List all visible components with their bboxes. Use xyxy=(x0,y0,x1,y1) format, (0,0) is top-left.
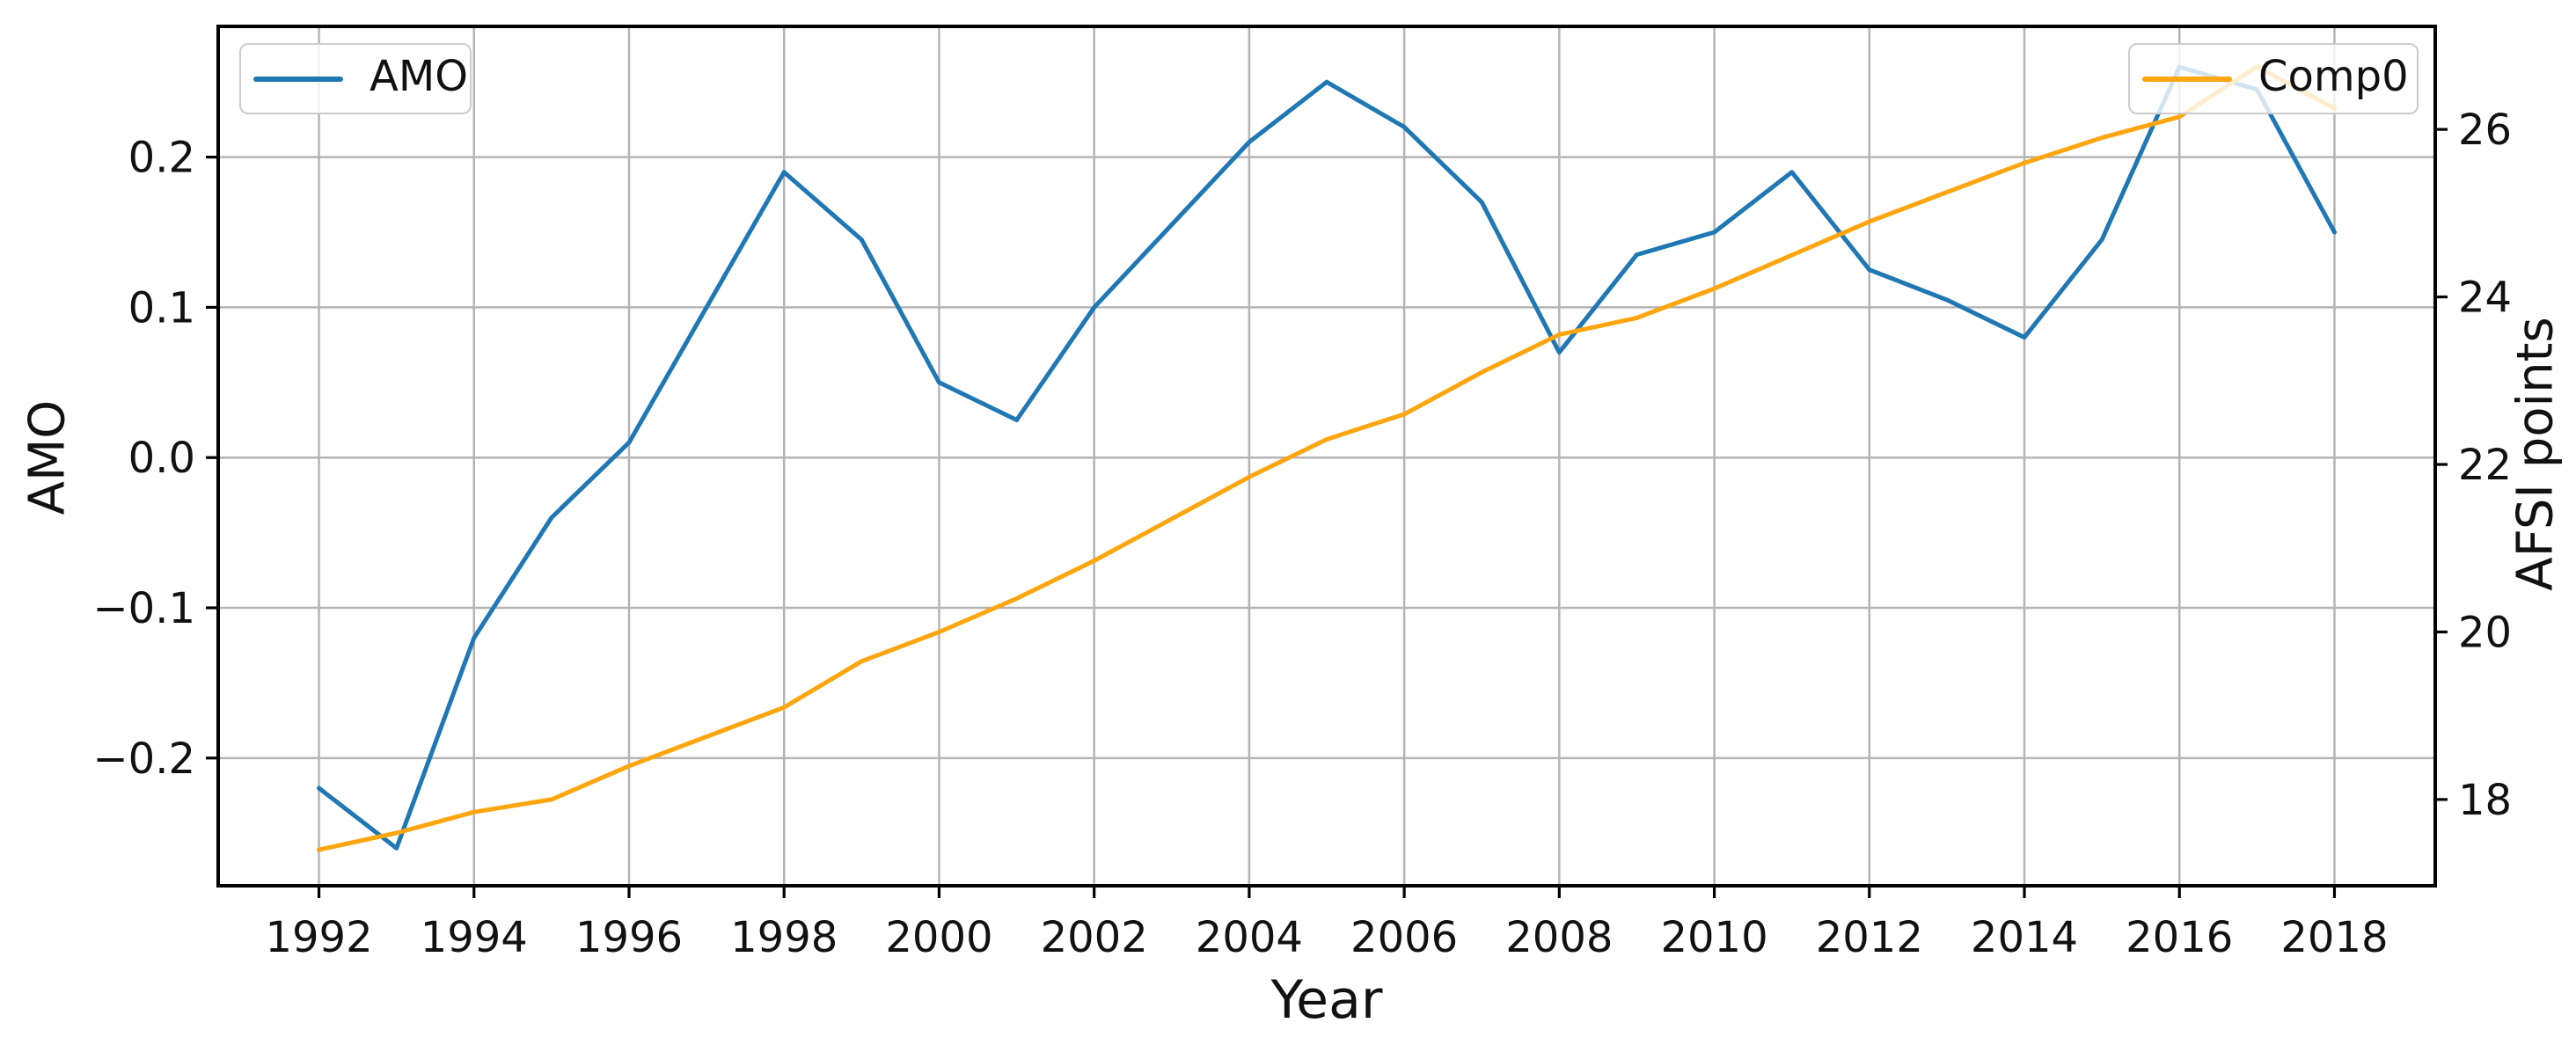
y-tick-label-left: 0.0 xyxy=(128,434,195,483)
y-axis-label-left: AMO xyxy=(18,399,77,515)
x-tick-label: 2010 xyxy=(1660,913,1767,962)
y-tick-label-right: 22 xyxy=(2458,441,2512,490)
legend-comp0-line-sample xyxy=(2142,76,2232,82)
y-tick-label-right: 24 xyxy=(2458,274,2512,323)
legend-comp0-label: Comp0 xyxy=(2258,51,2409,101)
y-tick-label-left: 0.1 xyxy=(128,283,195,332)
x-tick-label: 1998 xyxy=(730,913,838,962)
y-tick-label-left: −0.2 xyxy=(92,734,195,784)
legend-amo: AMO xyxy=(239,43,472,114)
data-series xyxy=(317,64,2337,852)
series-line-amo xyxy=(317,64,2337,851)
x-tick-label: 2012 xyxy=(1816,913,1923,962)
x-tick-label: 2004 xyxy=(1196,913,1303,962)
axis-ticks: 1992 1994 1996 1998 2000 2002 2004 2006 2008 2010… xyxy=(92,106,2512,962)
x-tick-label: 2018 xyxy=(2280,913,2388,962)
x-tick-label: 1994 xyxy=(421,913,528,962)
x-tick-label: 2016 xyxy=(2126,913,2233,962)
x-tick-label: 2008 xyxy=(1505,913,1613,962)
y-tick-label-left: 0.2 xyxy=(128,134,195,183)
series-line-comp0 xyxy=(317,64,2337,852)
legend-amo-label: AMO xyxy=(370,51,469,101)
legend-comp0: Comp0 xyxy=(2128,43,2419,114)
legend-amo-line-sample xyxy=(253,76,343,82)
y-axis-label-right: AFSI points xyxy=(2506,317,2565,591)
x-tick-label: 2002 xyxy=(1041,913,1148,962)
x-tick-label: 2000 xyxy=(885,913,992,962)
x-tick-label: 2006 xyxy=(1350,913,1458,962)
y-tick-label-left: −0.1 xyxy=(92,584,195,633)
gridlines xyxy=(218,26,2435,886)
x-tick-label: 2014 xyxy=(1971,913,2078,962)
x-tick-label: 1996 xyxy=(575,913,683,962)
x-tick-label: 1992 xyxy=(265,913,372,962)
y-tick-label-right: 20 xyxy=(2458,608,2512,657)
y-tick-label-right: 18 xyxy=(2458,776,2512,825)
y-tick-label-right: 26 xyxy=(2458,106,2512,155)
x-axis-label: Year xyxy=(1270,969,1383,1031)
plot-border xyxy=(216,25,2437,888)
